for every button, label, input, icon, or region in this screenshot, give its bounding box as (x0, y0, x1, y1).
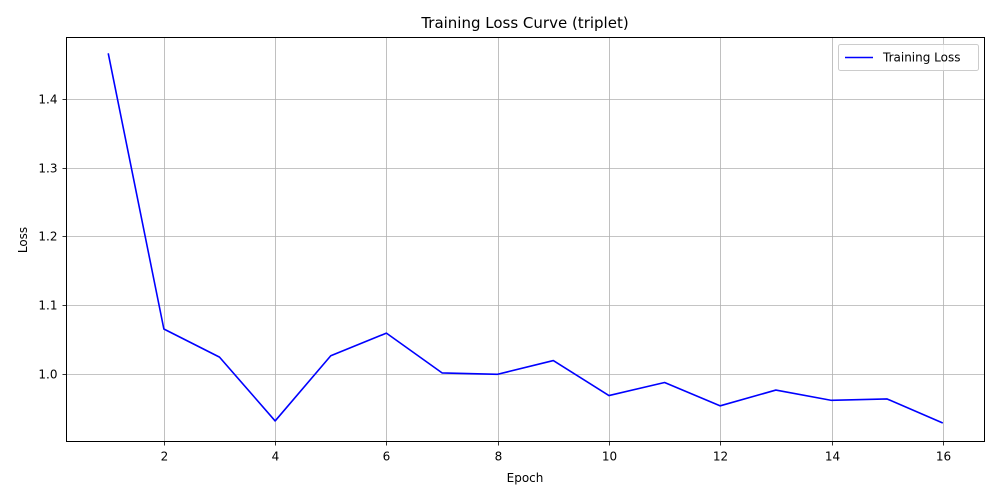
series-line-training-loss (107, 53, 944, 424)
series-layer (107, 53, 944, 424)
legend-label-training-loss: Training Loss (882, 51, 960, 65)
x-tick-label: 8 (495, 450, 503, 464)
chart-title: Training Loss Curve (triplet) (420, 14, 628, 32)
x-tick-label: 2 (161, 450, 169, 464)
legend-box (838, 44, 979, 71)
y-tick-label: 1.0 (38, 368, 57, 382)
x-tick-label: 4 (272, 450, 280, 464)
legend: Training Loss (838, 44, 979, 71)
x-tick-label: 12 (713, 450, 728, 464)
grid-lines (66, 37, 985, 442)
x-tick-label: 16 (936, 450, 951, 464)
y-tick-label: 1.1 (38, 299, 57, 313)
y-tick-label: 1.3 (38, 162, 57, 176)
axis-ticks: 2 4 6 8 10 12 14 16 1.0 1.1 1.2 1.3 1.4 (38, 93, 951, 464)
y-tick-label: 1.4 (38, 93, 57, 107)
x-tick-label: 10 (602, 450, 617, 464)
y-tick-label: 1.2 (38, 230, 57, 244)
x-tick-label: 6 (383, 450, 391, 464)
x-axis-label: Epoch (507, 471, 544, 485)
x-tick-label: 14 (825, 450, 840, 464)
plot-frame (66, 37, 985, 442)
y-axis-label: Loss (16, 227, 30, 253)
